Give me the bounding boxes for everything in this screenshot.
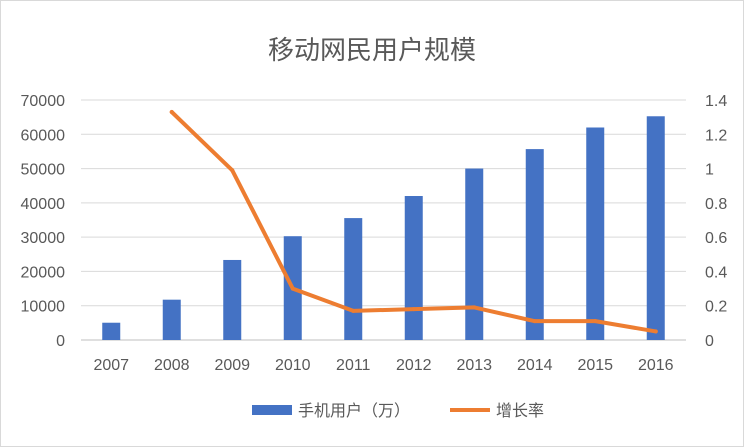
left-axis-tick-label: 30000 bbox=[21, 230, 66, 247]
gridlines bbox=[81, 99, 686, 341]
bar bbox=[344, 218, 363, 340]
bar bbox=[404, 196, 423, 340]
right-axis-tick-label: 0.6 bbox=[705, 230, 727, 247]
right-axis-tick-label: 0 bbox=[705, 333, 714, 350]
line-point bbox=[351, 308, 356, 313]
bar bbox=[465, 168, 484, 340]
bar bbox=[102, 322, 121, 340]
right-axis-ticks: 0 0.2 0.4 0.6 0.8 1 1.2 1.4 bbox=[705, 93, 727, 350]
bar bbox=[223, 259, 242, 340]
chart-title: 移动网民用户规模 bbox=[268, 36, 476, 66]
legend-label-bars: 手机用户（万） bbox=[298, 401, 410, 420]
line-point bbox=[290, 286, 295, 291]
bar bbox=[162, 299, 181, 340]
right-axis-tick-label: 0.4 bbox=[705, 264, 727, 281]
left-axis-tick-label: 60000 bbox=[21, 127, 66, 144]
bar bbox=[646, 116, 665, 341]
x-axis-tick-label: 2013 bbox=[456, 357, 492, 374]
x-axis-tick-label: 2007 bbox=[93, 357, 129, 374]
right-axis-tick-label: 1 bbox=[705, 162, 714, 179]
left-axis-tick-label: 0 bbox=[56, 333, 65, 350]
left-axis-tick-label: 70000 bbox=[21, 93, 66, 110]
x-axis-tick-label: 2009 bbox=[214, 357, 250, 374]
legend-label-line: 增长率 bbox=[496, 401, 544, 420]
right-axis-tick-label: 1.2 bbox=[705, 127, 727, 144]
right-axis-tick-label: 0.2 bbox=[705, 299, 727, 316]
legend-swatch-bars bbox=[252, 405, 292, 415]
line-point bbox=[472, 305, 477, 310]
x-axis-tick-label: 2014 bbox=[517, 357, 553, 374]
x-axis-tick-label: 2016 bbox=[638, 357, 674, 374]
line-point bbox=[411, 307, 416, 312]
right-axis-tick-label: 1.4 bbox=[705, 93, 727, 110]
x-axis-tick-label: 2015 bbox=[577, 357, 613, 374]
left-axis-tick-label: 50000 bbox=[21, 162, 66, 179]
right-axis-tick-label: 0.8 bbox=[705, 196, 727, 213]
x-axis-tick-label: 2011 bbox=[336, 357, 371, 374]
left-axis-tick-label: 10000 bbox=[21, 299, 66, 316]
line-point bbox=[653, 329, 658, 334]
left-axis-tick-label: 20000 bbox=[21, 264, 66, 281]
line-point bbox=[230, 168, 235, 173]
x-axis-ticks: 2007 2008 2009 2010 2011 2012 2013 2014 2015 2016 bbox=[93, 357, 673, 374]
line-point bbox=[593, 319, 598, 324]
line-point bbox=[532, 319, 537, 324]
bar bbox=[525, 149, 544, 340]
legend: 手机用户（万） 增长率 bbox=[252, 401, 544, 420]
x-axis-tick-label: 2010 bbox=[275, 357, 311, 374]
bar-series bbox=[102, 116, 665, 341]
x-axis-tick-label: 2012 bbox=[396, 357, 432, 374]
x-axis-tick-label: 2008 bbox=[154, 357, 190, 374]
left-axis-tick-label: 40000 bbox=[21, 196, 66, 213]
left-axis-ticks: 0 10000 20000 30000 40000 50000 60000 70000 bbox=[21, 93, 66, 350]
line-point bbox=[169, 110, 174, 114]
line-series bbox=[169, 110, 658, 334]
bar bbox=[586, 127, 605, 340]
